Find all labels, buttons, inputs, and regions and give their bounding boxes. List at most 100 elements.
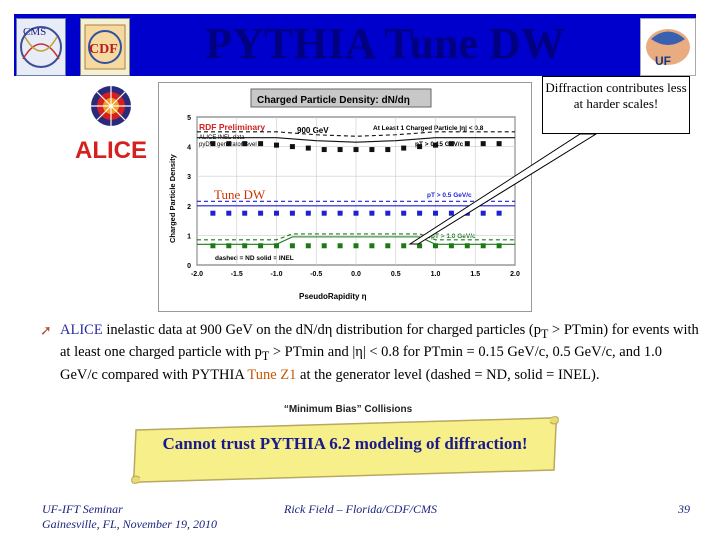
data-point	[305, 243, 311, 249]
data-point	[274, 142, 279, 148]
data-point	[433, 210, 438, 216]
data-point	[496, 141, 502, 147]
data-point	[353, 210, 359, 216]
y-tick-label: 1	[187, 233, 191, 240]
description-text: ALICE inelastic data at 900 GeV on the d…	[40, 321, 700, 385]
data-point	[258, 210, 264, 216]
tune-word: Tune Z1	[247, 366, 297, 383]
data-point	[274, 210, 279, 216]
diffraction-callout: Diffraction contributes less at harder s…	[542, 76, 690, 134]
data-point	[321, 243, 327, 249]
data-point	[337, 210, 343, 216]
data-point	[289, 210, 295, 216]
data-point	[480, 243, 486, 249]
description-part: inelastic data at 900 GeV on the dN/d	[102, 322, 325, 338]
chart-annotation-pt05: pT > 0.5 GeV/c	[427, 192, 472, 199]
data-point	[337, 147, 343, 153]
chart-annotation-legend-note: dashed = ND solid = INEL	[215, 255, 294, 262]
data-point	[385, 210, 391, 216]
description-part: | < 0.8 for PTmin = 0.15 GeV/c, 0.5 GeV/…	[60, 344, 662, 383]
data-point	[226, 141, 232, 147]
alice-logo: ALICE	[66, 82, 156, 164]
data-point	[210, 141, 216, 147]
chart-annotation-pt10: pT > 1.0 GeV/c	[431, 233, 476, 240]
minimum-bias-label: “Minimum Bias” Collisions	[283, 404, 413, 415]
data-point	[417, 144, 423, 150]
y-tick-label: 4	[187, 145, 191, 152]
chart: Charged Particle Density: dN/dη RDF Prel…	[168, 88, 520, 301]
data-point	[417, 243, 423, 249]
chart-title-box	[250, 88, 432, 108]
x-tick-label: -0.5	[310, 271, 322, 278]
footer-seminar: UF-IFT Seminar	[42, 502, 123, 516]
data-point	[353, 147, 359, 153]
x-tick-label: -2.0	[191, 271, 203, 278]
data-point	[242, 243, 248, 249]
data-point	[464, 141, 470, 147]
y-tick-label: 5	[187, 115, 191, 122]
chart-annotation-prelim: RDF Preliminary	[199, 122, 265, 132]
data-point	[226, 243, 232, 249]
data-point	[210, 243, 216, 249]
chart-annotation-energy: 900 GeV	[297, 126, 329, 135]
data-point	[337, 243, 343, 249]
data-point	[289, 144, 295, 150]
alice-word: ALICE	[60, 322, 103, 338]
model-curve	[197, 236, 515, 245]
data-point	[305, 145, 311, 151]
data-point	[258, 243, 264, 249]
chart-annotation-pt015: pT > 0.15 GeV/c	[415, 141, 464, 148]
data-point	[353, 243, 359, 249]
chart-title: Charged Particle Density: dN/dη	[257, 95, 410, 106]
uf-logo-text: UF	[655, 54, 671, 68]
data-point	[417, 210, 423, 216]
chart-ylabel: Charged Particle Density	[168, 153, 177, 243]
x-tick-label: 0.0	[351, 271, 361, 278]
description-part: > PTmin) for events with at least one ch…	[60, 322, 699, 361]
data-point	[210, 210, 216, 216]
data-point	[369, 243, 375, 249]
data-point	[448, 210, 454, 216]
y-tick-label: 0	[187, 263, 191, 270]
data-point	[369, 210, 375, 216]
data-point	[226, 210, 232, 216]
data-point	[385, 147, 391, 153]
eta-symbol: η	[355, 344, 363, 361]
data-point	[448, 141, 454, 147]
uf-logo: UF	[640, 18, 696, 76]
x-tick-label: 0.5	[391, 271, 401, 278]
data-point	[289, 243, 295, 249]
data-point	[369, 147, 375, 153]
data-point	[321, 147, 327, 153]
data-point	[401, 210, 407, 216]
x-tick-label: 1.5	[470, 271, 480, 278]
chart-xlabel: PseudoRapidity η	[299, 292, 367, 301]
cdf-logo-text: CDF	[89, 42, 118, 57]
model-curve	[197, 137, 515, 143]
data-point	[401, 243, 407, 249]
data-point	[401, 145, 407, 151]
data-point	[385, 243, 391, 249]
footer-left: UF-IFT Seminar Gainesville, FL, November…	[42, 502, 262, 532]
data-point	[480, 210, 486, 216]
scroll-text: Cannot trust PYTHIA 6.2 modeling of diff…	[162, 434, 528, 453]
page-number: 39	[678, 502, 690, 516]
model-curve	[197, 233, 515, 241]
x-tick-label: 2.0	[510, 271, 520, 278]
cms-logo: CMS	[16, 18, 66, 76]
description-part: distribution for charged particles (p	[332, 322, 542, 338]
plot-area: 0 1 2 3 4 5 -2.0 -1.5 -1.0 -0.5 0.0 0.5 1.0 1.5 2.0	[187, 115, 520, 278]
tune-label: Tune DW	[214, 187, 266, 202]
model-curve	[197, 131, 515, 137]
description: ➚ ALICE inelastic data at 900 GeV on the…	[40, 321, 700, 385]
footer-location-date: Gainesville, FL, November 19, 2010	[42, 517, 217, 531]
data-point	[433, 243, 438, 249]
cms-logo-text: CMS	[23, 26, 46, 38]
data-point	[496, 210, 502, 216]
data-point	[496, 243, 502, 249]
eta-symbol: η	[324, 322, 333, 338]
scroll-banner	[131, 416, 559, 484]
data-point	[242, 141, 248, 147]
pt-subscript: T	[261, 349, 270, 364]
